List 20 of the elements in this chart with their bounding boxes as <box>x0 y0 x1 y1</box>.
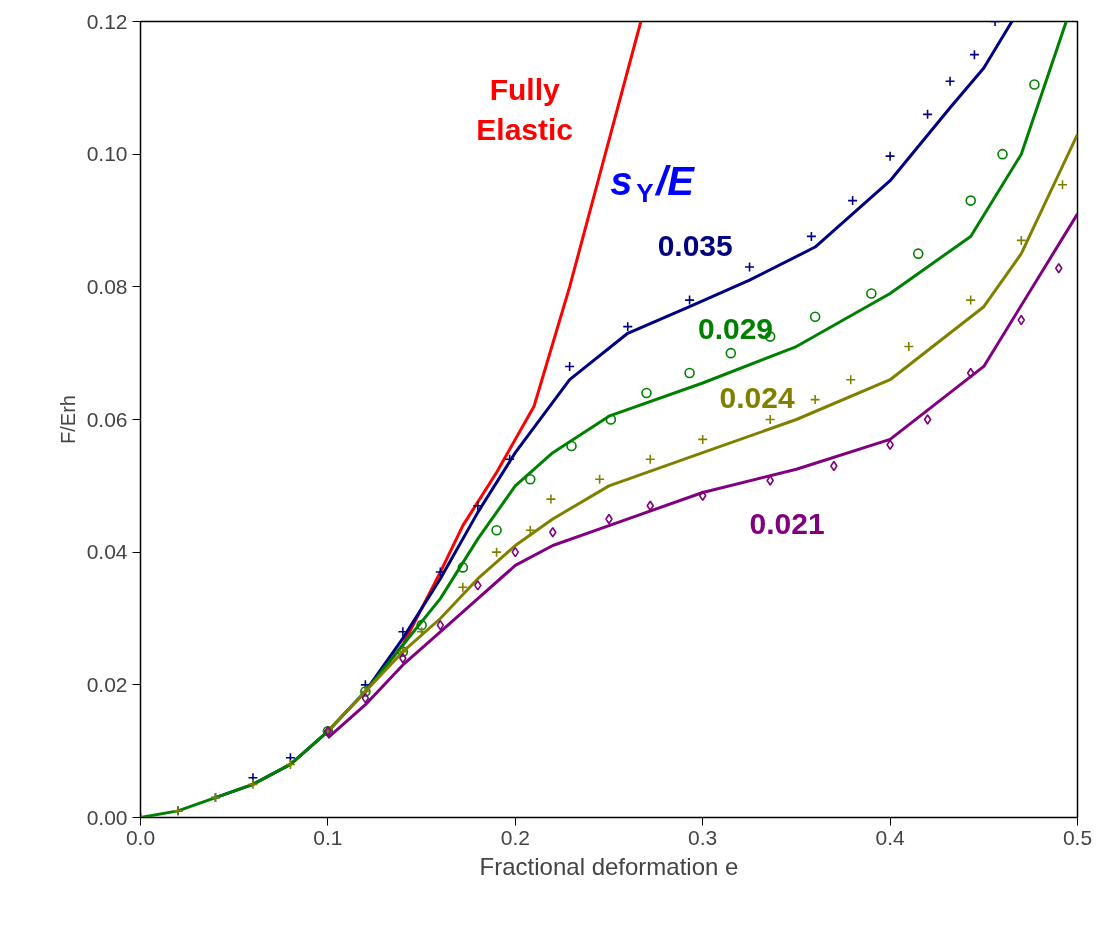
x-tick-label: 0.0 <box>125 825 156 849</box>
y-tick-label: 0.06 <box>86 407 128 431</box>
annotation: 0.021 <box>749 507 825 541</box>
y-tick-label: 0.10 <box>86 142 128 166</box>
y-tick-label: 0.12 <box>86 9 128 33</box>
y-tick-label: 0.04 <box>86 540 128 564</box>
x-tick-label: 0.1 <box>313 825 343 849</box>
annotation: 0.035 <box>657 228 733 262</box>
y-tick-label: 0.02 <box>86 672 128 696</box>
y-tick-label: 0.08 <box>86 274 128 298</box>
x-tick-label: 0.2 <box>500 825 530 849</box>
y-axis-title: F/Erh <box>56 395 79 444</box>
x-axis-title: Fractional deformation e <box>479 852 739 880</box>
annotation: 0.024 <box>719 380 795 414</box>
y-tick-label: 0.00 <box>86 805 128 829</box>
x-tick-label: 0.5 <box>1062 825 1093 849</box>
annotation: 0.029 <box>697 311 774 345</box>
x-tick-label: 0.3 <box>688 825 718 849</box>
annotation: Fully Elastic <box>476 73 574 147</box>
x-tick-label: 0.4 <box>875 825 906 849</box>
